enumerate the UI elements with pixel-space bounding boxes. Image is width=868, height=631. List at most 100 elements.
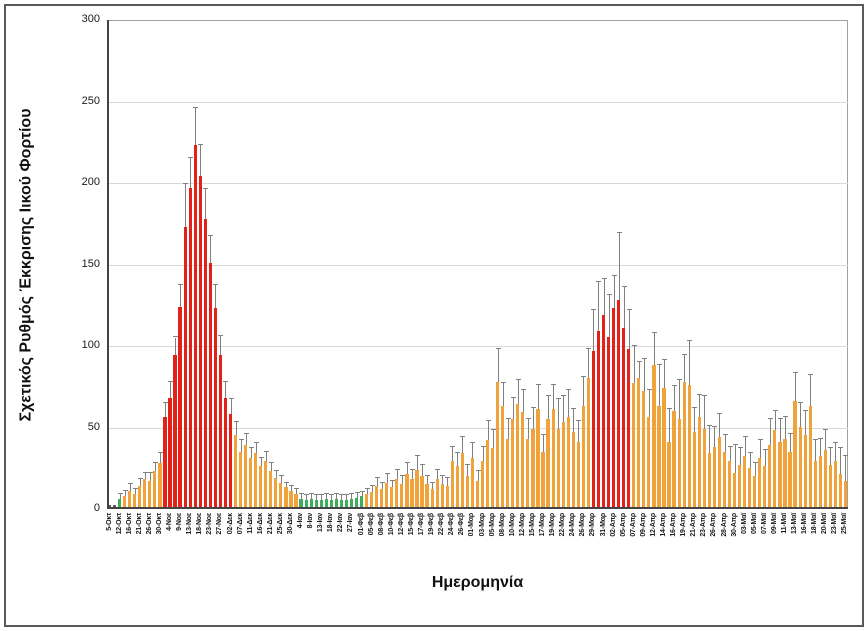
error-bar-cap [183, 183, 189, 185]
error-bar-cap [712, 426, 718, 428]
x-tick-label: 19-Φεβ [428, 513, 436, 536]
error-bar-cap [601, 277, 607, 279]
error-bar [301, 493, 303, 499]
bar [370, 492, 374, 507]
bar [596, 330, 601, 507]
x-tick-label: 12-Φεβ [397, 513, 405, 536]
error-bar-cap [178, 284, 184, 286]
x-tick-label: 25-Δεκ [276, 513, 284, 535]
error-bar-cap [329, 493, 335, 495]
bar [798, 427, 802, 507]
gridline [107, 427, 848, 429]
error-bar-cap [304, 493, 310, 495]
x-tick-label: 07-Μαϊ [760, 513, 768, 534]
error-bar-cap [551, 383, 557, 385]
error-bar [220, 335, 222, 356]
error-bar-cap [621, 285, 627, 287]
error-bar [200, 145, 202, 177]
error-bar [149, 472, 151, 481]
bar [420, 476, 424, 507]
error-bar [537, 384, 539, 410]
bar [410, 479, 414, 507]
bar [753, 476, 757, 507]
error-bar-cap [409, 468, 415, 470]
error-bar [386, 474, 388, 483]
bar [153, 471, 157, 507]
bar [667, 441, 671, 507]
bar [390, 487, 394, 507]
x-tick-label: 12-Απρ [649, 513, 657, 537]
bar [158, 463, 162, 507]
x-tick-label: 16-Δεκ [256, 513, 264, 535]
bar [269, 471, 273, 507]
x-tick-label: 02-Απρ [609, 513, 617, 537]
gridline [107, 346, 848, 347]
bar [223, 397, 228, 507]
bar [233, 435, 238, 507]
error-bar-cap [404, 462, 410, 463]
bar [107, 504, 112, 507]
error-bar-cap [505, 417, 511, 419]
error-bar-cap [193, 106, 199, 108]
bar [743, 456, 747, 507]
error-bar [648, 389, 650, 418]
x-tick-label: 23-Μαϊ [831, 513, 839, 534]
bar [783, 438, 787, 507]
error-bar-cap [757, 439, 763, 441]
bar [415, 469, 419, 507]
bar [264, 461, 268, 507]
bar [647, 417, 651, 507]
error-bar-cap [475, 470, 481, 472]
bar [133, 493, 137, 507]
error-bar-cap [450, 445, 456, 447]
bar [591, 350, 596, 507]
error-bar [790, 433, 792, 452]
error-bar [704, 396, 706, 429]
bar [208, 262, 212, 507]
error-bar [669, 409, 671, 442]
x-tick-label: 22-Ιαν [337, 513, 345, 533]
error-bar [623, 286, 625, 328]
bar [838, 474, 843, 507]
error-bar-cap [500, 382, 506, 384]
error-bar-cap [510, 396, 516, 398]
error-bar-cap [747, 452, 753, 454]
x-tick-label: 16-Μαϊ [801, 513, 809, 534]
bar [138, 485, 142, 507]
error-bar-cap [596, 281, 602, 283]
error-bar [487, 420, 489, 441]
bar [617, 300, 621, 507]
bar [440, 484, 444, 507]
error-bar-cap [278, 475, 284, 477]
error-bar-cap [147, 471, 153, 473]
error-bar [311, 493, 313, 499]
error-bar [195, 107, 197, 146]
error-bar-cap [566, 388, 572, 390]
bar [249, 458, 253, 507]
error-bar [734, 445, 736, 473]
bar [843, 480, 848, 507]
error-bar [139, 479, 141, 486]
x-tick-label: 17-Φεβ [418, 513, 426, 536]
error-bar-cap [228, 398, 234, 400]
x-tick-label: 12-Μαρ [518, 513, 526, 537]
error-bar [800, 402, 802, 428]
error-bar [260, 458, 262, 467]
error-bar-cap [782, 416, 788, 418]
bar [622, 327, 626, 507]
bar [274, 477, 278, 507]
x-tick-label: 03-Μαρ [478, 513, 486, 537]
x-tick-label: 13-Νοε [186, 513, 194, 535]
bar [823, 449, 827, 507]
error-bar [664, 360, 665, 389]
x-tick-label: 25-Μαϊ [841, 513, 849, 534]
error-bar [215, 285, 217, 309]
bar [677, 418, 681, 507]
bar [697, 417, 701, 507]
error-bar [225, 381, 227, 398]
error-bar-cap [389, 479, 395, 481]
x-axis-line [107, 507, 848, 509]
error-bar-cap [667, 408, 673, 410]
error-bar [810, 374, 812, 406]
error-bar-cap [490, 429, 496, 431]
